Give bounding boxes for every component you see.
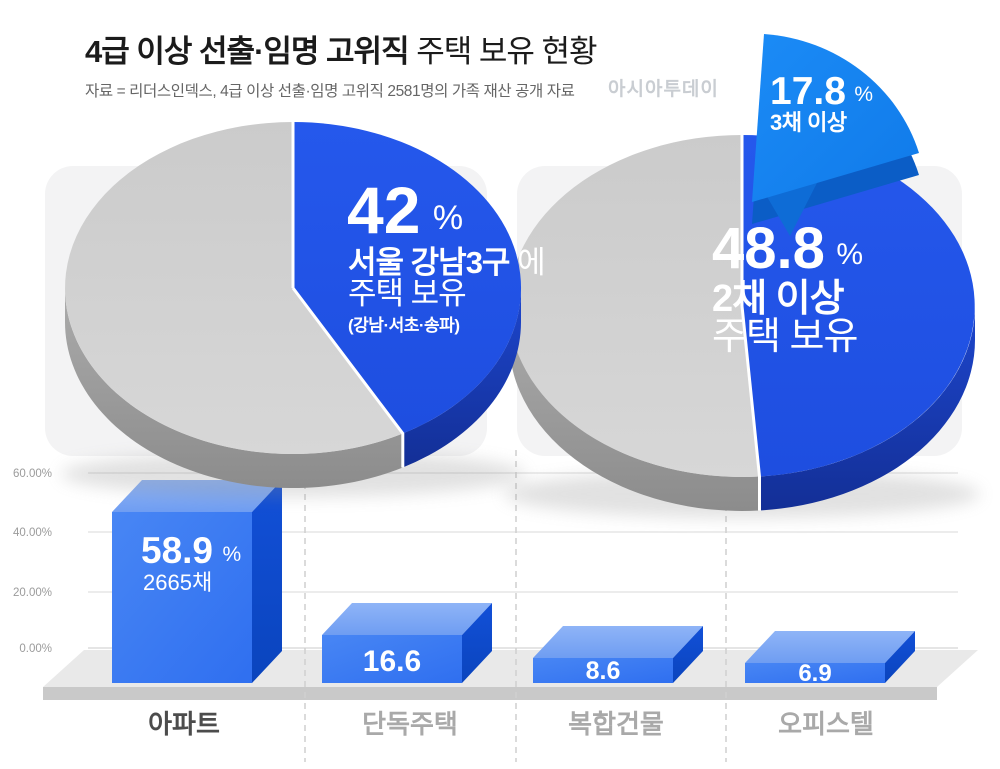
multi-home-pie-blue-rim [759, 306, 975, 511]
bar-mixed-building-value: 8.6 [586, 657, 621, 685]
multi-home-pie-value-unit: % [836, 238, 863, 271]
bar-apartment-value: 58.9 % [141, 530, 241, 571]
multi-home-pie: 48.8 % 2채 이상 주택 보유 [504, 134, 980, 518]
page-title-bold: 4급 이상 선출·임명 고위직 [85, 34, 409, 69]
gangnam-pie-label-line1: 서울 강남3구 에 [348, 245, 545, 280]
category-detached-house: 단독주택 [362, 709, 458, 739]
gangnam-pie-value-number: 42 [347, 173, 420, 247]
floor-front-face [43, 687, 937, 700]
multi-home-pie-gray-rim [509, 306, 760, 511]
page-title-regular: 주택 보유 현황 [416, 34, 597, 69]
multi-home-pie-label-line2: 주택 보유 [712, 316, 857, 358]
gangnam-pie-blue-slice [293, 121, 522, 434]
bar-detached-house: 16.6 [322, 603, 492, 683]
y-tick-0: 0.00% [19, 643, 52, 655]
three-home-callout: 17.8 % 3채 이상 [752, 34, 919, 236]
three-home-callout-label: 3채 이상 [770, 110, 847, 135]
three-home-callout-slice [752, 34, 919, 202]
multi-home-pie-slice-gaps [740, 135, 761, 511]
gangnam-pie-note: (강남·서초·송파) [348, 316, 459, 335]
gangnam-pie: 42 % 서울 강남3구 에 주택 보유 (강남·서초·송파) [61, 121, 546, 497]
y-tick-40: 40.00% [13, 527, 52, 539]
category-apartment: 아파트 [148, 709, 220, 739]
category-officetel: 오피스텔 [778, 709, 874, 739]
gangnam-pie-value-unit: % [433, 199, 463, 237]
gangnam-pie-gray-slice [65, 122, 403, 454]
floor-top-face [43, 650, 978, 687]
bar-mixed-building-front-face [533, 658, 673, 683]
y-axis: 60.00% 40.00% 20.00% 0.00% [13, 468, 52, 655]
gangnam-pie-blue-rim [402, 288, 521, 468]
gangnam-pie-label-line2: 주택 보유 [348, 276, 466, 311]
category-mixed-building: 복합건물 [568, 709, 664, 739]
bar-apartment: 58.9 % 2665채 [112, 480, 282, 683]
bar-detached-house-front-face [322, 635, 462, 683]
bar-officetel-top-face [745, 631, 915, 663]
bar-detached-house-value: 16.6 [363, 645, 421, 678]
bar-mixed-building-top-face [533, 626, 703, 658]
three-home-callout-pointer [766, 181, 818, 236]
publisher-logo: 아시아투데이 [608, 78, 719, 100]
three-home-callout-value-number: 17.8 [770, 70, 846, 113]
multi-home-pie-value: 48.8 % [712, 216, 863, 281]
three-home-callout-value: 17.8 % [770, 70, 873, 113]
y-tick-60: 60.00% [13, 468, 52, 480]
bar-chart-floor [43, 650, 978, 700]
three-home-callout-value-unit: % [854, 83, 873, 106]
multi-home-pie-value-number: 48.8 [712, 216, 825, 281]
multi-home-pie-gray-slice [508, 134, 760, 477]
bar-apartment-value-unit: % [222, 543, 241, 566]
gangnam-pie-value: 42 % [347, 173, 463, 247]
gangnam-pie-gray-rim [64, 288, 403, 489]
bar-apartment-side-face [252, 480, 282, 683]
bar-officetel-side-face [885, 631, 915, 683]
category-separators [304, 450, 727, 762]
bar-apartment-front-face [112, 512, 252, 683]
multi-home-pie-label-line1: 2채 이상 [712, 278, 845, 320]
gangnam-pie-label-line1-bold: 서울 강남3구 [348, 245, 510, 280]
source-note: 자료 = 리더스인덱스, 4급 이상 선출·임명 고위직 2581명의 가족 재… [85, 82, 575, 100]
bar-detached-house-side-face [462, 603, 492, 683]
bar-mixed-building: 8.6 [533, 626, 703, 685]
bar-mixed-building-side-face [673, 626, 703, 683]
x-axis: 아파트 단독주택 복합건물 오피스텔 [148, 709, 874, 739]
gangnam-pie-slice-gaps [291, 122, 405, 468]
bar-officetel-value: 6.9 [798, 660, 831, 687]
page-title: 4급 이상 선출·임명 고위직 주택 보유 현황 [85, 34, 597, 69]
multi-home-pie-blue-slice [742, 135, 975, 477]
bar-apartment-value-number: 58.9 [141, 530, 213, 571]
gangnam-pie-label-line1-tail: 에 [517, 245, 545, 280]
bar-detached-house-top-face [322, 603, 492, 635]
bar-apartment-count: 2665채 [143, 570, 212, 595]
bar-officetel: 6.9 [745, 631, 915, 687]
bar-officetel-front-face [745, 663, 885, 683]
y-tick-20: 20.00% [13, 587, 52, 599]
